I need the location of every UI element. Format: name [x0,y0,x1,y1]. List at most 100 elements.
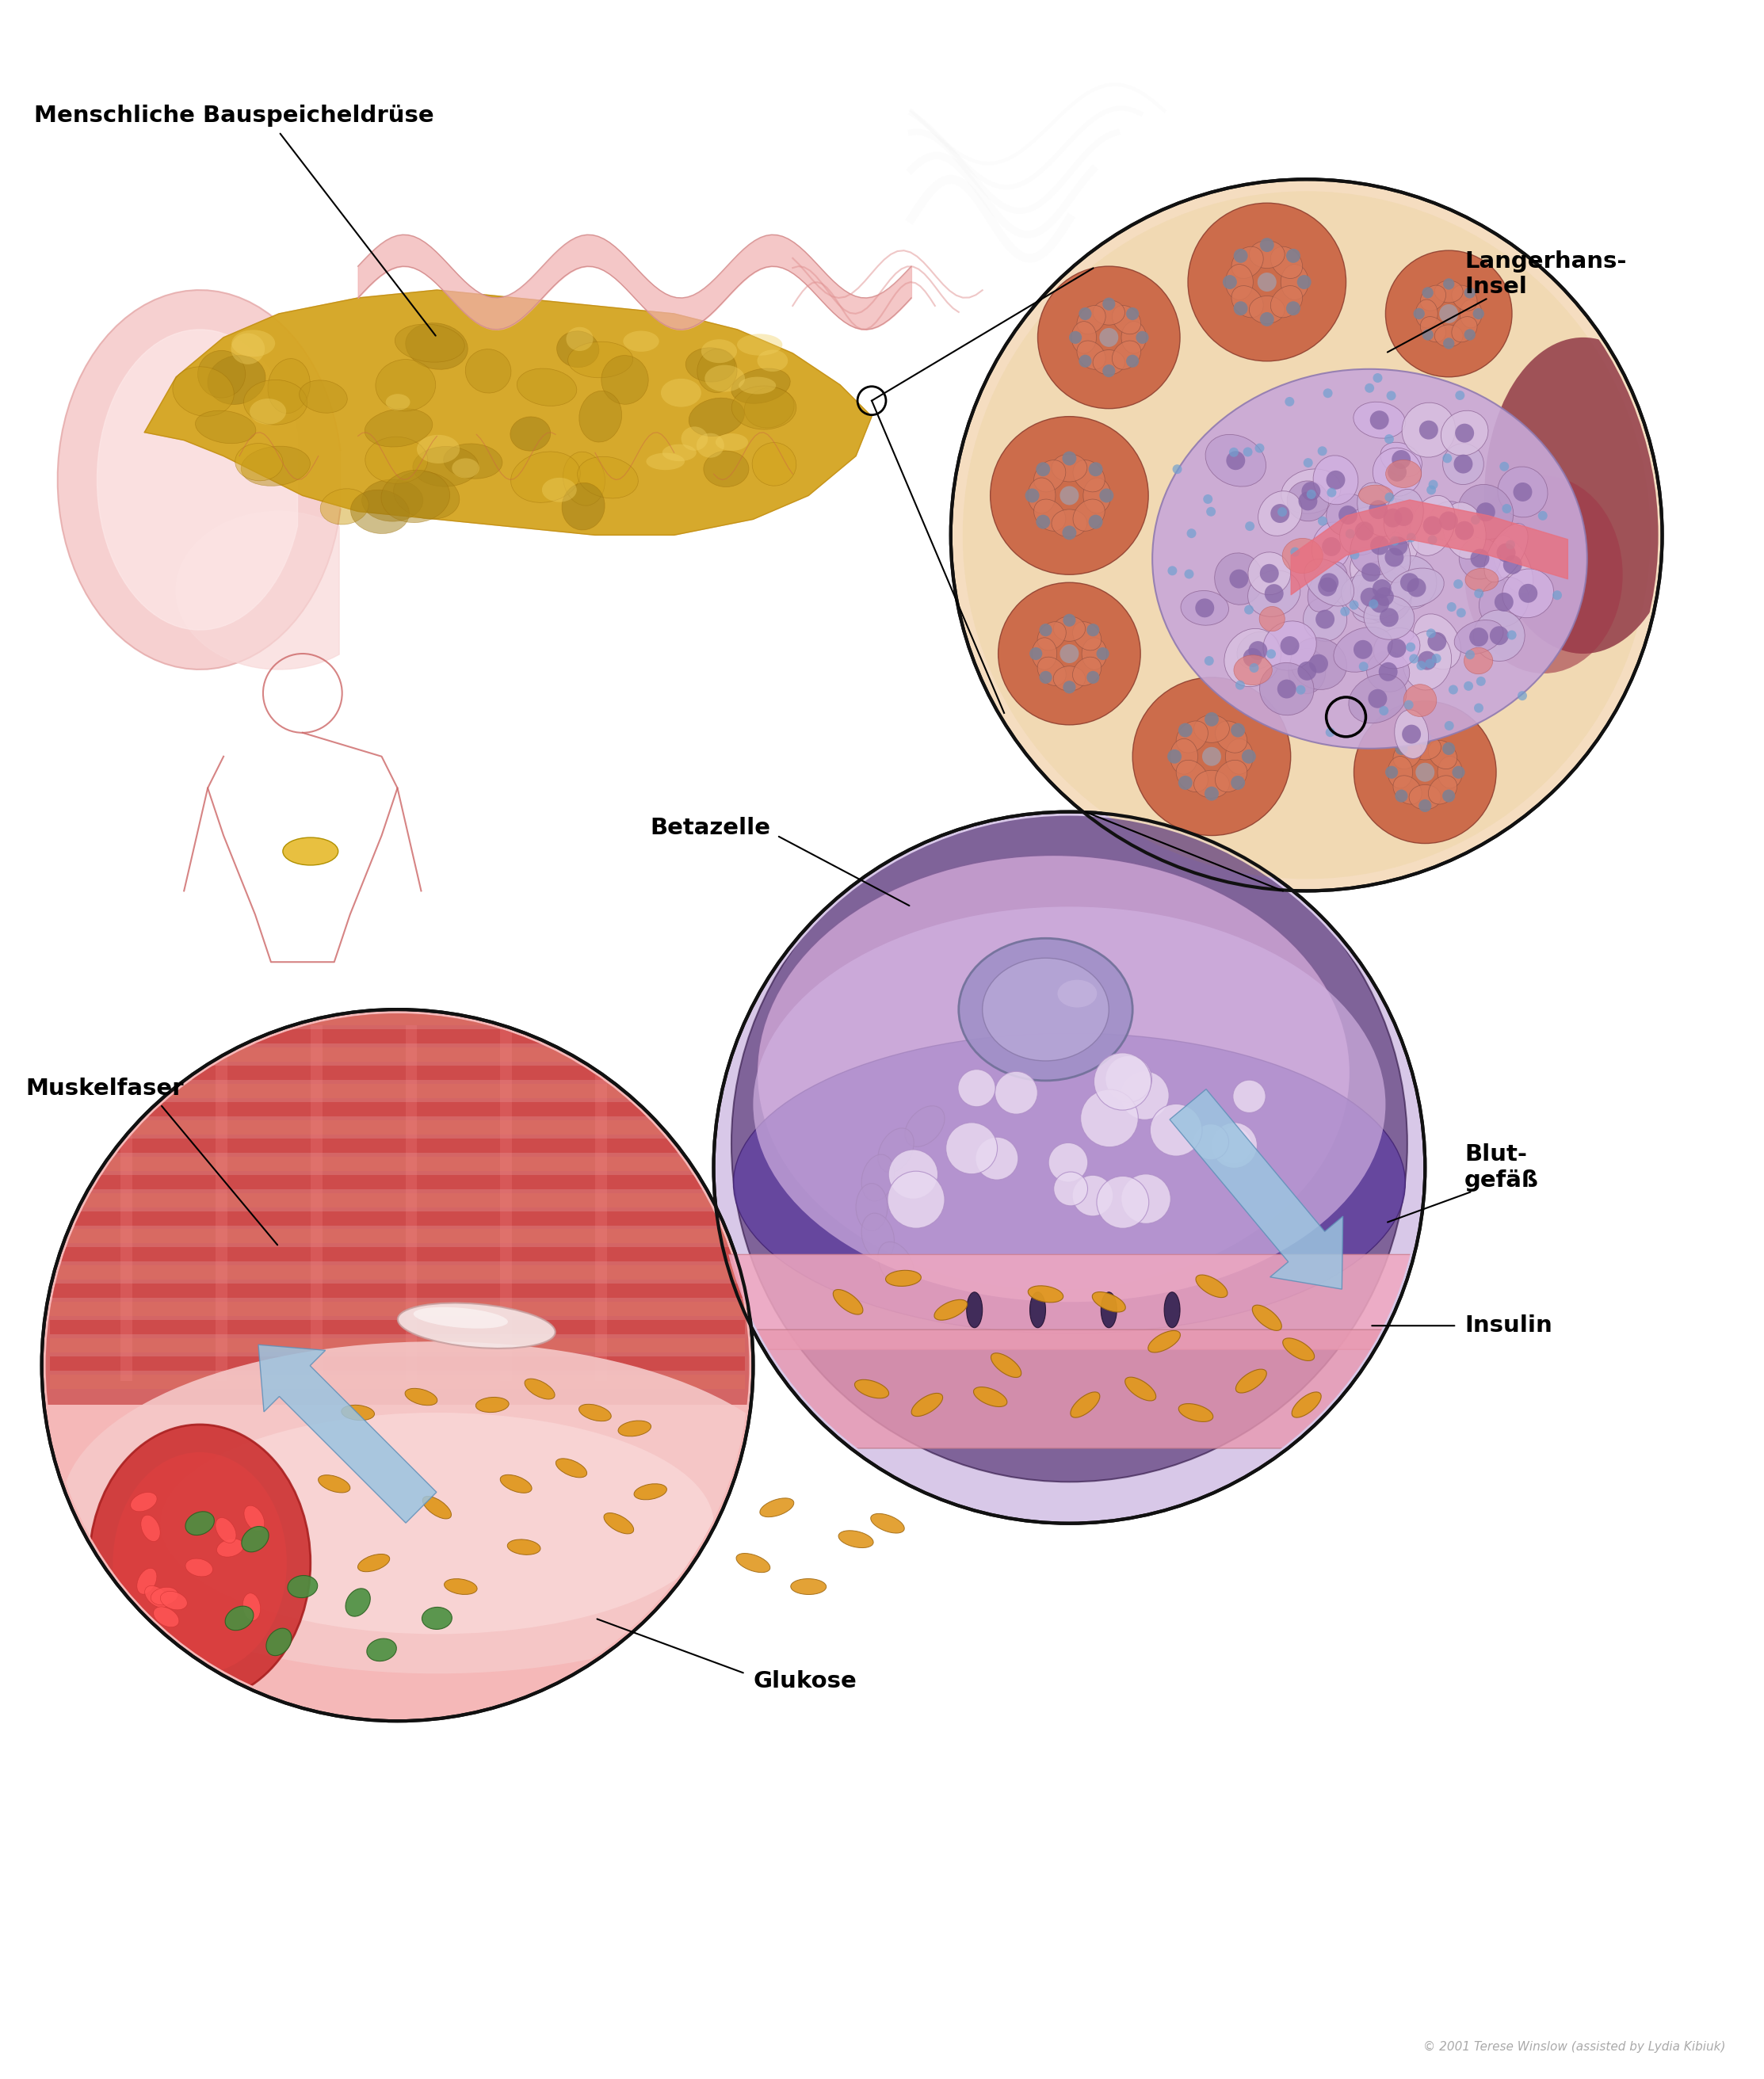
Circle shape [1427,632,1446,651]
Ellipse shape [1231,247,1263,279]
Circle shape [1371,536,1390,555]
Circle shape [1422,328,1434,341]
Circle shape [1205,713,1219,726]
FancyBboxPatch shape [49,1139,744,1152]
Circle shape [946,1123,997,1175]
Circle shape [1418,798,1431,813]
Circle shape [1325,728,1335,738]
Circle shape [1125,356,1140,368]
Ellipse shape [243,380,307,424]
Ellipse shape [753,906,1385,1301]
Circle shape [1259,563,1279,582]
Ellipse shape [1073,459,1104,493]
Ellipse shape [886,1270,921,1287]
Ellipse shape [704,366,744,391]
Circle shape [1443,742,1455,755]
Ellipse shape [1237,1370,1267,1393]
Ellipse shape [1282,538,1323,574]
Circle shape [1475,703,1484,713]
Ellipse shape [226,1607,254,1630]
Ellipse shape [1249,295,1284,324]
Ellipse shape [1304,597,1348,640]
Ellipse shape [1259,663,1314,715]
Circle shape [1360,588,1379,607]
Text: © 2001 Terese Winslow (assisted by Lydia Kibiuk): © 2001 Terese Winslow (assisted by Lydia… [1424,2042,1725,2054]
Ellipse shape [1434,324,1462,347]
Circle shape [1385,493,1394,501]
Ellipse shape [1334,628,1392,672]
FancyBboxPatch shape [406,1025,418,1380]
Circle shape [1231,775,1245,790]
Ellipse shape [1071,1393,1099,1418]
Ellipse shape [282,838,339,865]
Ellipse shape [243,1593,261,1622]
Ellipse shape [1341,576,1399,620]
Ellipse shape [974,1387,1007,1407]
Circle shape [1284,397,1295,405]
Ellipse shape [602,356,649,403]
Circle shape [1445,721,1454,730]
Ellipse shape [878,1129,914,1173]
Circle shape [1106,1056,1152,1102]
Circle shape [1064,680,1076,694]
Ellipse shape [1383,555,1436,609]
Ellipse shape [250,399,286,424]
Circle shape [1062,451,1076,466]
Circle shape [732,807,1408,1482]
Ellipse shape [1125,1376,1155,1401]
Circle shape [1088,462,1102,476]
Ellipse shape [1288,480,1328,522]
Ellipse shape [1378,524,1418,568]
Ellipse shape [1249,553,1291,595]
Circle shape [1069,331,1081,343]
Circle shape [1081,1089,1138,1148]
Ellipse shape [508,1538,540,1555]
Ellipse shape [138,1568,157,1595]
Ellipse shape [861,1154,894,1202]
FancyBboxPatch shape [49,1339,744,1353]
FancyBboxPatch shape [49,1266,744,1281]
Circle shape [1281,636,1300,655]
FancyBboxPatch shape [49,1121,744,1135]
Ellipse shape [1372,447,1422,497]
Circle shape [1371,595,1390,613]
FancyBboxPatch shape [49,1247,744,1262]
Circle shape [1270,503,1289,524]
Ellipse shape [1291,1393,1321,1418]
Ellipse shape [1177,761,1208,792]
Circle shape [1489,626,1508,644]
Ellipse shape [131,1493,157,1511]
Circle shape [1298,661,1316,680]
Circle shape [975,1137,1018,1181]
FancyBboxPatch shape [49,1010,744,1025]
Circle shape [1475,588,1484,599]
Circle shape [1409,655,1418,663]
Ellipse shape [1409,495,1455,555]
Ellipse shape [732,368,790,403]
Ellipse shape [1030,1293,1046,1328]
Ellipse shape [1231,285,1263,318]
Ellipse shape [1178,1403,1214,1422]
Ellipse shape [150,1586,178,1605]
Ellipse shape [912,1393,942,1416]
Ellipse shape [1404,684,1436,717]
Circle shape [1192,1125,1230,1160]
Circle shape [1318,578,1337,597]
Circle shape [1102,297,1115,310]
Ellipse shape [716,432,748,451]
Ellipse shape [510,416,550,451]
Circle shape [1455,391,1464,399]
Circle shape [1205,786,1219,800]
Ellipse shape [443,443,503,478]
Ellipse shape [196,410,256,443]
Ellipse shape [1073,657,1101,686]
Ellipse shape [365,410,432,447]
Ellipse shape [1270,247,1302,279]
Ellipse shape [198,351,245,397]
Ellipse shape [153,1607,178,1628]
Circle shape [1298,491,1318,511]
Ellipse shape [1194,771,1230,798]
Circle shape [995,1071,1037,1114]
Ellipse shape [1152,370,1588,748]
Text: Blut-
gefäß: Blut- gefäß [1464,1143,1538,1191]
